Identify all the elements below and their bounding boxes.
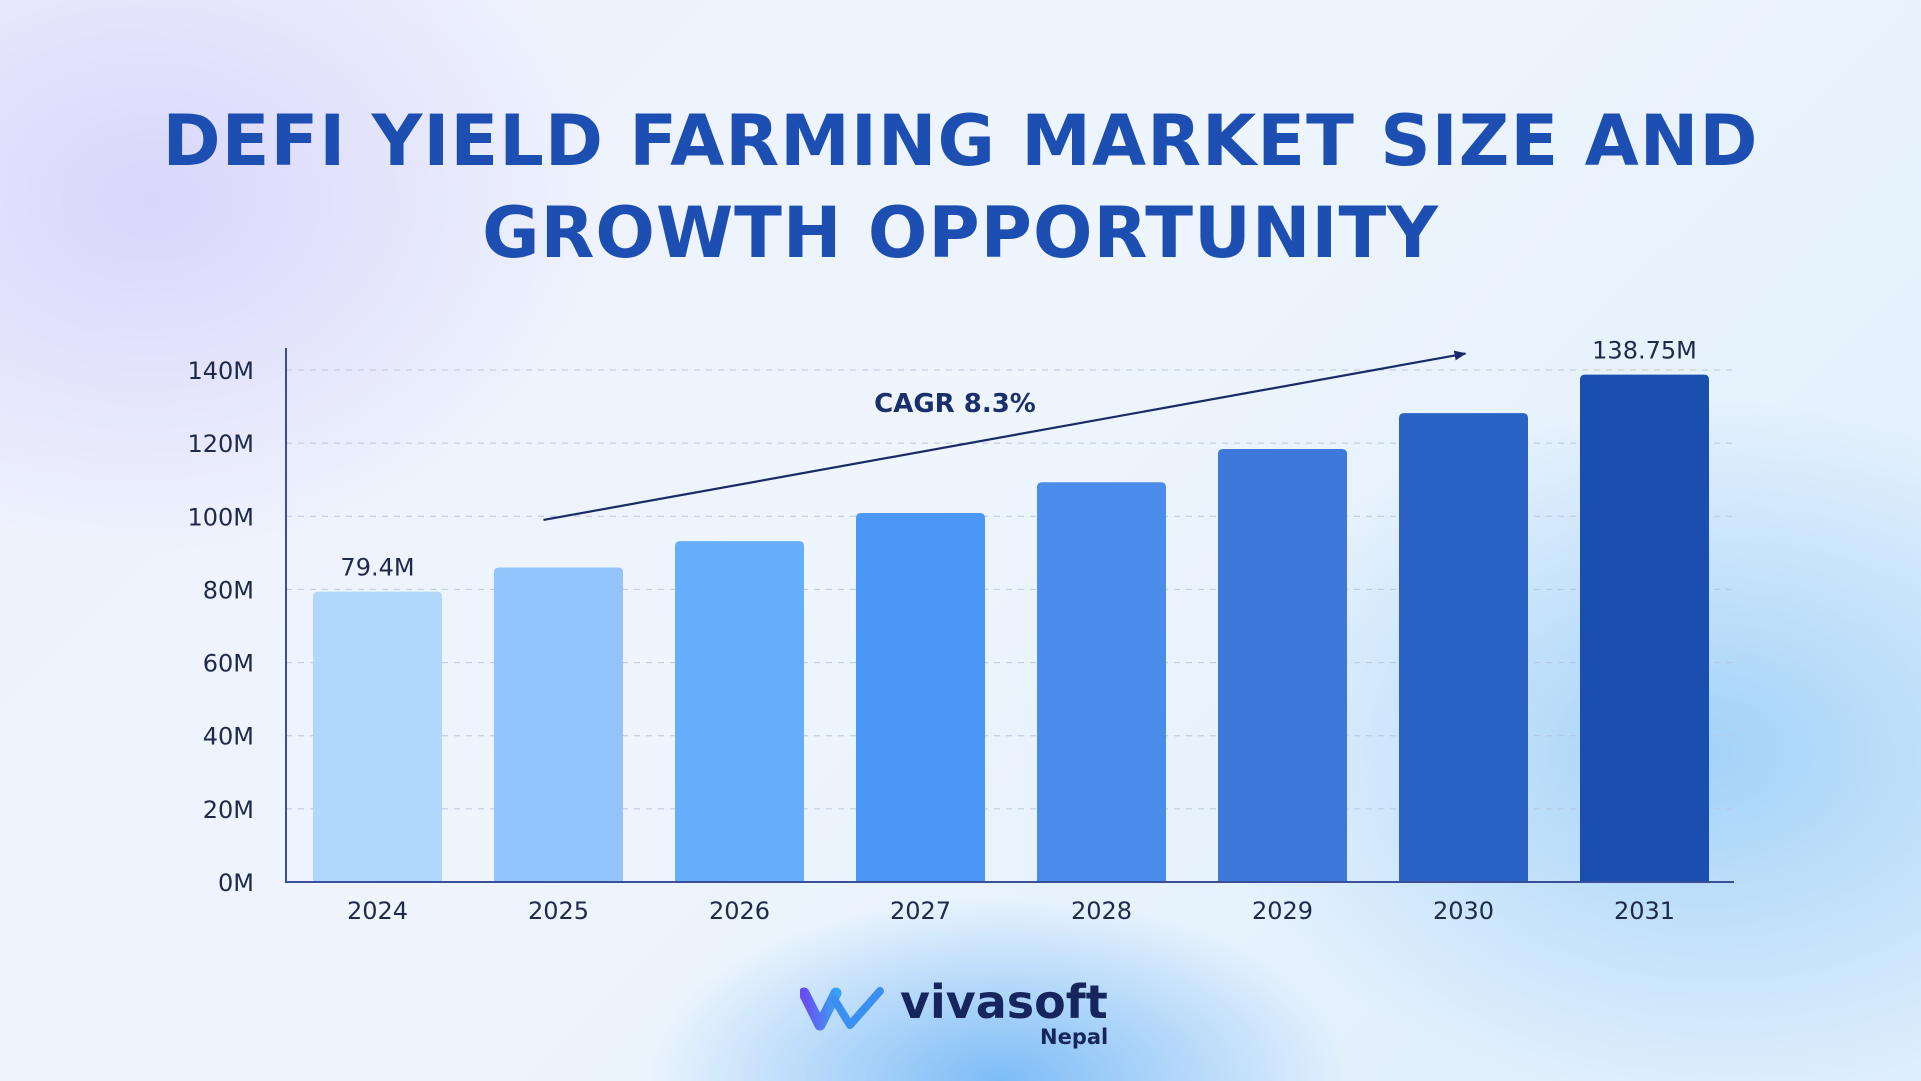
x-tick-label: 2030 [1433, 897, 1494, 925]
y-tick-label: 100M [187, 503, 254, 531]
y-tick-label: 120M [187, 430, 254, 458]
x-tick-label: 2031 [1614, 897, 1675, 925]
bar-2030 [1399, 413, 1528, 882]
data-label-2024: 79.4M [340, 554, 414, 582]
data-label-2031: 138.75M [1592, 337, 1697, 365]
bar-2024 [313, 591, 442, 882]
axes [285, 348, 1734, 883]
bar-2028 [1037, 482, 1166, 882]
y-tick-label: 40M [203, 723, 254, 751]
logo-subtitle: Nepal [1040, 1025, 1109, 1049]
chart-title: DEFI YIELD FARMING MARKET SIZE AND GROWT… [0, 95, 1921, 279]
cagr-annotation: CAGR 8.3% [543, 350, 1467, 522]
y-tick-label: 140M [187, 357, 254, 385]
y-tick-label: 20M [203, 796, 254, 824]
cagr-label: CAGR 8.3% [874, 389, 1036, 419]
y-tick-labels: 0M 20M 40M 60M 80M 100M 120M 140M [187, 357, 254, 897]
bar-2027 [856, 512, 985, 882]
x-tick-label: 2024 [347, 897, 408, 925]
x-tick-label: 2026 [709, 897, 770, 925]
x-tick-label: 2028 [1071, 897, 1132, 925]
y-tick-label: 80M [203, 576, 254, 604]
cagr-arrow [543, 350, 1467, 522]
bars [313, 374, 1709, 882]
data-labels: 79.4M 138.75M [340, 337, 1696, 582]
x-tick-label: 2027 [890, 897, 951, 925]
x-tick-label: 2025 [528, 897, 589, 925]
vivasoft-logo-mark-icon [800, 987, 884, 1031]
chart-title-line-1: DEFI YIELD FARMING MARKET SIZE AND [162, 100, 1759, 182]
bar-2025 [494, 567, 623, 882]
chart-title-line-2: GROWTH OPPORTUNITY [482, 192, 1439, 274]
x-tick-labels: 2024 2025 2026 2027 2028 2029 2030 2031 [347, 897, 1675, 925]
bar-2031 [1580, 374, 1709, 882]
y-tick-label: 0M [218, 869, 254, 897]
bar-2029 [1218, 448, 1347, 882]
logo-wordmark: vivasoft [900, 975, 1108, 1029]
x-tick-label: 2029 [1252, 897, 1313, 925]
vivasoft-logo: vivasoft Nepal [800, 975, 1130, 1055]
y-tick-label: 60M [203, 650, 254, 678]
bar-2026 [675, 541, 804, 882]
